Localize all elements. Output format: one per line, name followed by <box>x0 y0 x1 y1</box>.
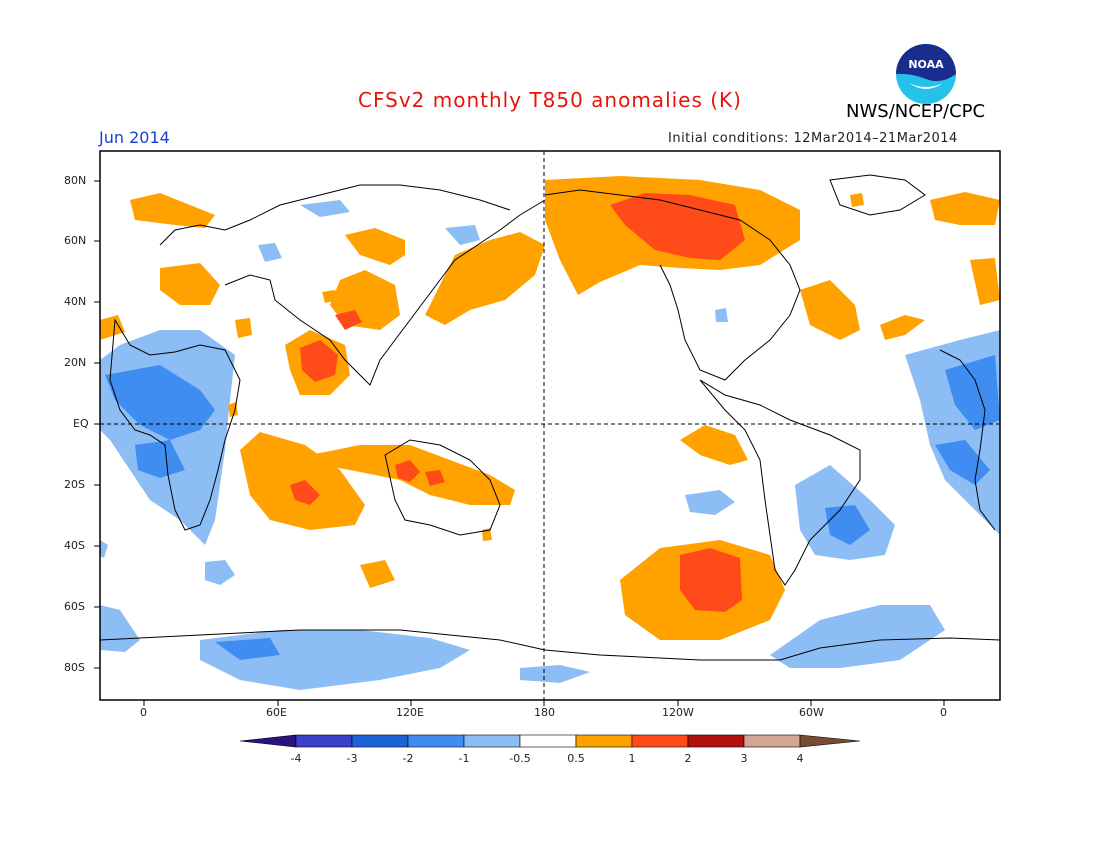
lat-label-20s: 20S <box>64 478 85 491</box>
coastlines <box>99 174 1001 661</box>
colorbar-arrow-high <box>799 734 861 748</box>
forecast-month: Jun 2014 <box>99 128 170 147</box>
colorbar-label: -4 <box>290 752 302 765</box>
colorbar-label: -0.5 <box>509 752 531 765</box>
lat-label-40s: 40S <box>64 539 85 552</box>
lon-label-0-right: 0 <box>940 706 947 719</box>
lat-label-60s: 60S <box>64 600 85 613</box>
lon-label-60e: 60E <box>266 706 287 719</box>
lon-label-120w: 120W <box>662 706 694 719</box>
chart-title: CFSv2 monthly T850 anomalies (K) <box>358 88 742 112</box>
lat-label-60n: 60N <box>64 234 87 247</box>
axis-ticks <box>94 180 945 706</box>
colorbar-label: -2 <box>402 752 414 765</box>
lat-label-40n: 40N <box>64 295 87 308</box>
warm-anomaly-core-regions <box>290 193 745 612</box>
lon-label-60w: 60W <box>799 706 824 719</box>
noaa-logo: NOAA <box>896 44 956 104</box>
colorbar-label: 2 <box>684 752 692 765</box>
map-frame <box>99 150 1001 701</box>
lon-label-180: 180 <box>534 706 555 719</box>
lat-label-20n: 20N <box>64 356 87 369</box>
agency-label: NWS/NCEP/CPC <box>846 101 986 122</box>
colorbar-label: 3 <box>740 752 748 765</box>
colorbar-label: 4 <box>796 752 804 765</box>
colorbar-label: -1 <box>458 752 470 765</box>
lon-label-120e: 120E <box>396 706 424 719</box>
lon-label-0: 0 <box>140 706 147 719</box>
initial-conditions: Initial conditions: 12Mar2014–21Mar2014 <box>668 131 958 146</box>
colorbar-label: 0.5 <box>567 752 585 765</box>
cool-anomaly-core-regions <box>105 355 1000 660</box>
colorbar-label: 1 <box>628 752 636 765</box>
lat-label-80n: 80N <box>64 174 87 187</box>
lat-label-80s: 80S <box>64 661 85 674</box>
colorbar-arrow-low <box>239 734 297 748</box>
colorbar <box>239 734 861 748</box>
colorbar-label: -3 <box>346 752 358 765</box>
lat-label-eq: EQ <box>73 417 89 430</box>
noaa-logo-text: NOAA <box>908 58 944 71</box>
